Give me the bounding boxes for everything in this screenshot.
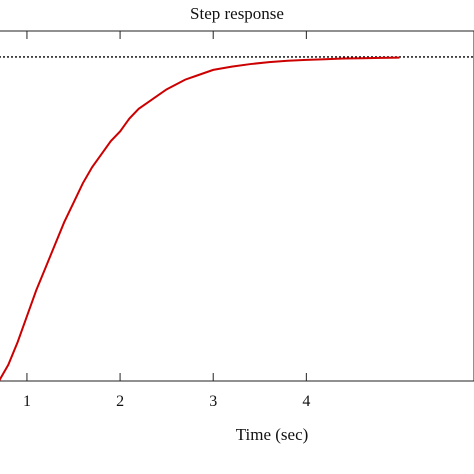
x-axis-label: Time (sec) xyxy=(236,425,309,444)
x-axis-ticks: 1 2 3 4 xyxy=(23,31,310,410)
x-tick-label: 1 xyxy=(23,393,31,410)
x-tick-label: 2 xyxy=(116,393,124,410)
plot-frame xyxy=(0,30,474,382)
chart-title: Step response xyxy=(190,4,284,23)
x-tick-label: 3 xyxy=(209,393,217,410)
x-tick-label: 4 xyxy=(302,393,310,410)
step-response-line xyxy=(0,56,400,382)
